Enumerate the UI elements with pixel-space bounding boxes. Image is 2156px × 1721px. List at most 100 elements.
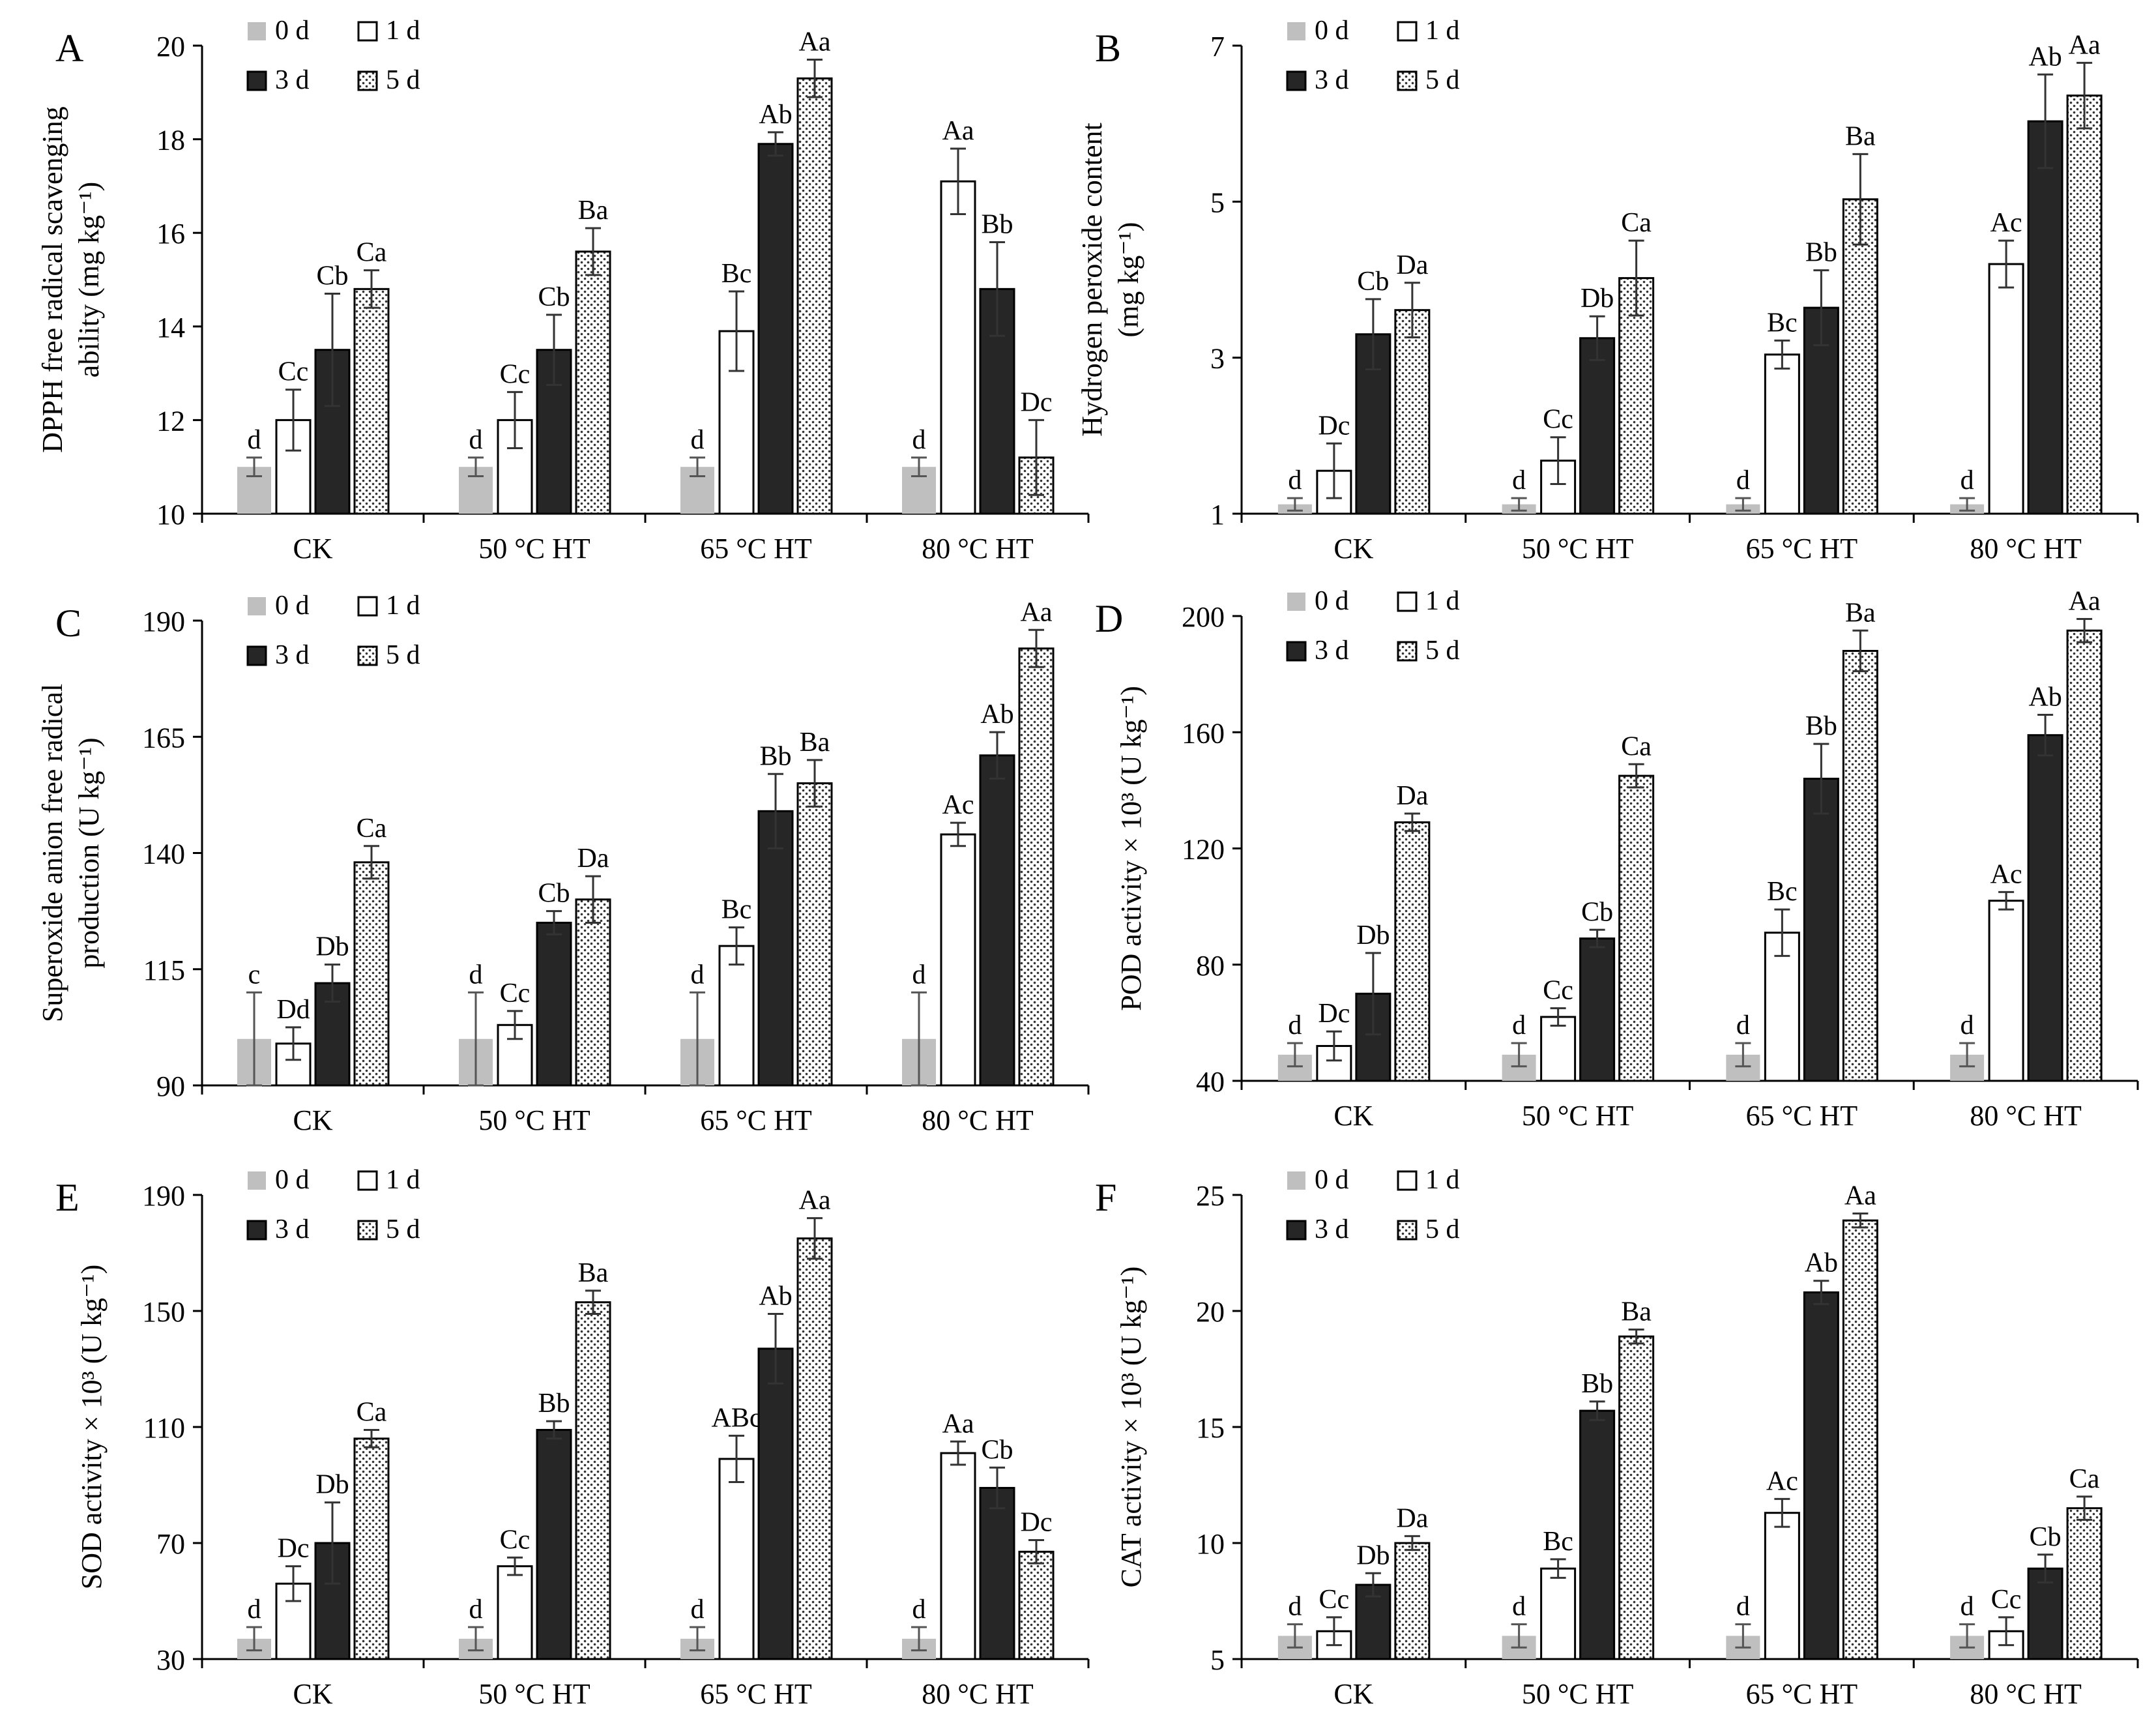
y-tick-label: 5 [1210, 186, 1225, 218]
significance-label: d [1736, 1592, 1750, 1622]
bar-1d [1988, 263, 2024, 515]
legend-label: 3 d [275, 640, 310, 670]
bar-5d [575, 1301, 611, 1660]
legend-swatch [248, 1171, 266, 1190]
x-category-label: 50 °C HT [478, 1678, 590, 1710]
panel-label: B [1095, 27, 1121, 70]
legend-swatch [357, 645, 378, 666]
bar-5d [1018, 647, 1055, 1087]
legend-label: 3 d [275, 1214, 310, 1244]
significance-label: Ca [357, 238, 387, 268]
legend-label: 3 d [1315, 1214, 1349, 1244]
legend-swatch [357, 21, 378, 42]
y-axis-title: CAT activity × 10³ (U kg⁻¹) [1115, 1267, 1147, 1588]
significance-label: Aa [942, 116, 974, 146]
y-tick-label: 165 [142, 722, 185, 754]
significance-label: Cc [1319, 1585, 1350, 1615]
significance-label: Bc [1767, 308, 1798, 338]
significance-label: Bc [1767, 877, 1798, 907]
legend-swatch [357, 1220, 378, 1241]
significance-label: Ba [800, 728, 830, 758]
bar-5d [796, 77, 833, 515]
y-tick-label: 115 [143, 954, 185, 986]
bar-5d [796, 782, 833, 1087]
significance-label: d [1736, 1010, 1750, 1040]
y-tick-label: 110 [143, 1412, 185, 1444]
legend-swatch [246, 1220, 267, 1241]
significance-label: d [1736, 465, 1750, 495]
significance-label: Ac [942, 790, 974, 820]
significance-label: d [912, 960, 926, 990]
y-axis-title: (mg kg⁻¹) [1113, 222, 1144, 338]
x-category-label: 65 °C HT [1746, 1100, 1858, 1132]
significance-label: Ac [1990, 208, 2022, 238]
bar-3d [2027, 734, 2063, 1082]
bar-3d [979, 754, 1015, 1087]
significance-label: Ab [2028, 683, 2061, 713]
y-tick-label: 140 [142, 838, 185, 870]
y-tick-label: 12 [156, 405, 185, 437]
significance-label: Bb [538, 1389, 570, 1419]
legend-swatch [1397, 21, 1418, 42]
significance-label: d [469, 1595, 483, 1625]
significance-label: Cc [500, 359, 531, 389]
x-category-label: 80 °C HT [1970, 1100, 2082, 1132]
significance-label: Db [315, 1470, 349, 1500]
significance-label: Ca [1621, 731, 1652, 761]
significance-label: Ca [357, 814, 387, 844]
significance-label: Da [577, 844, 609, 874]
panel-label: C [55, 602, 81, 645]
x-category-label: 80 °C HT [1970, 533, 2082, 565]
legend-label: 5 d [1425, 636, 1460, 666]
significance-label: d [691, 425, 705, 455]
legend-label: 1 d [1425, 16, 1460, 46]
significance-label: Ac [1990, 859, 2022, 889]
significance-label: d [912, 1595, 926, 1625]
y-tick-label: 16 [156, 218, 185, 250]
significance-label: Da [1396, 250, 1428, 280]
bar-5d [1394, 821, 1431, 1082]
significance-label: Ab [1805, 1248, 1838, 1278]
bar-3d [314, 982, 351, 1087]
bar-5d [2066, 1507, 2103, 1660]
y-tick-label: 160 [1182, 717, 1225, 749]
y-tick-label: 40 [1196, 1066, 1225, 1098]
x-category-label: 50 °C HT [478, 1104, 590, 1136]
significance-label: Cb [538, 879, 570, 909]
significance-label: Cb [2030, 1522, 2061, 1552]
significance-label: ABc [712, 1403, 762, 1433]
y-tick-label: 10 [1196, 1528, 1225, 1560]
y-axis-title: production (U kg⁻¹) [73, 737, 105, 968]
significance-label: Cb [1581, 897, 1613, 927]
significance-label: Bc [1543, 1527, 1573, 1557]
significance-label: Dc [1021, 1508, 1053, 1538]
chart-panel-c: 90 115 140 165 190 CK 50 °C HT 65 °C HT 80 °C HT… [36, 591, 1090, 1136]
significance-label: Cc [1991, 1585, 2022, 1615]
legend-label: 1 d [386, 1165, 420, 1195]
bar-5d [353, 287, 390, 515]
y-axis-title: DPPH free radical scavenging [36, 106, 68, 452]
significance-label: d [1288, 1592, 1302, 1622]
legend-label: 3 d [1315, 65, 1349, 95]
significance-label: Ba [1621, 1297, 1652, 1327]
y-tick-label: 1 [1210, 499, 1225, 531]
significance-label: c [248, 960, 261, 990]
significance-label: Db [1581, 284, 1614, 314]
y-axis-title: SOD activity × 10³ (U kg⁻¹) [76, 1265, 108, 1589]
significance-label: Dc [1318, 411, 1350, 441]
x-category-label: CK [1333, 1100, 1373, 1132]
significance-label: Cc [500, 978, 531, 1008]
significance-label: d [1960, 1010, 1974, 1040]
significance-label: Db [1356, 1540, 1390, 1570]
significance-label: d [469, 960, 483, 990]
bar-3d [979, 287, 1015, 515]
legend-label: 5 d [1425, 1214, 1460, 1244]
legend-swatch [1287, 1171, 1305, 1190]
y-tick-label: 150 [142, 1296, 185, 1328]
legend-swatch [1397, 1220, 1418, 1241]
legend-swatch [357, 596, 378, 617]
significance-label: d [1512, 1010, 1526, 1040]
y-tick-label: 90 [156, 1070, 185, 1102]
x-category-label: CK [1333, 533, 1373, 565]
